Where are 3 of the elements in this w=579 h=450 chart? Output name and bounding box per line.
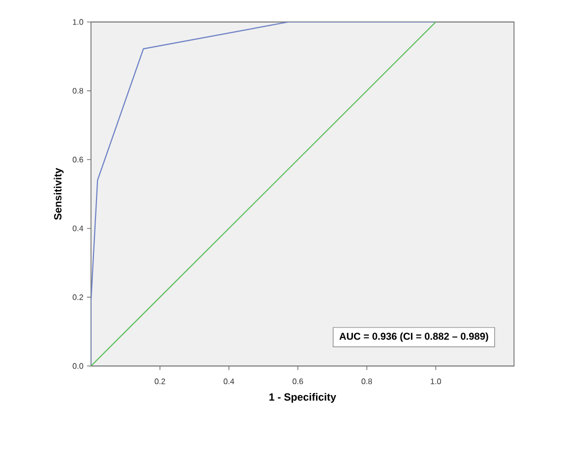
annotation: AUC = 0.936 (CI = 0.882 – 0.989)	[339, 332, 488, 342]
x-axis-title: 1 - Specificity	[269, 393, 336, 403]
y-axis-title: Sensitivity	[54, 168, 64, 220]
